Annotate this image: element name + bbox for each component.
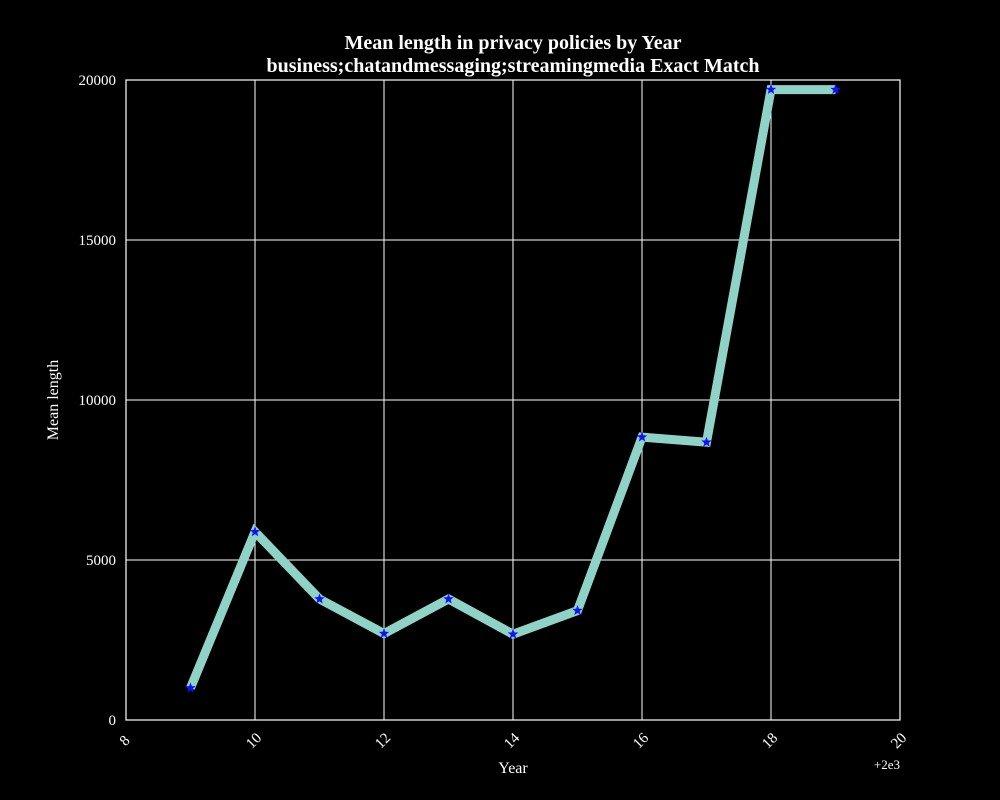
x-tick-label: 10	[243, 730, 265, 752]
x-axis-offset-label: +2e3	[874, 757, 900, 772]
data-point-star	[185, 682, 196, 693]
series-markers	[185, 84, 841, 693]
chart-title-line-2: business;chatandmessaging;streamingmedia…	[267, 55, 760, 77]
data-point-star	[765, 84, 777, 95]
data-point-star	[830, 84, 841, 95]
x-axis-label: Year	[498, 760, 528, 777]
data-point-star	[636, 431, 648, 442]
y-tick-label: 20000	[79, 73, 117, 89]
y-axis-ticks: 0 5000 10000 15000 20000	[79, 73, 131, 729]
chart-title-line-1: Mean length in privacy policies by Year	[344, 32, 681, 54]
data-point-star	[378, 628, 390, 639]
data-point-star	[443, 593, 454, 604]
y-tick-label: 10000	[79, 393, 117, 409]
data-point-star	[249, 526, 261, 537]
x-tick-label: 8	[117, 733, 134, 750]
grid-lines	[125, 79, 901, 721]
y-tick-label: 0	[109, 713, 117, 729]
y-tick-label: 15000	[79, 233, 117, 249]
data-point-star	[572, 605, 583, 616]
x-tick-label: 20	[888, 730, 910, 752]
x-tick-label: 14	[501, 730, 523, 752]
data-point-star	[507, 628, 519, 639]
data-point-star	[701, 436, 712, 447]
y-axis-label: Mean length	[45, 360, 62, 440]
x-tick-label: 18	[759, 730, 781, 752]
data-point-star	[314, 593, 325, 604]
y-tick-label: 5000	[86, 553, 116, 569]
x-tick-label: 12	[372, 730, 394, 752]
x-tick-label: 16	[630, 730, 652, 752]
